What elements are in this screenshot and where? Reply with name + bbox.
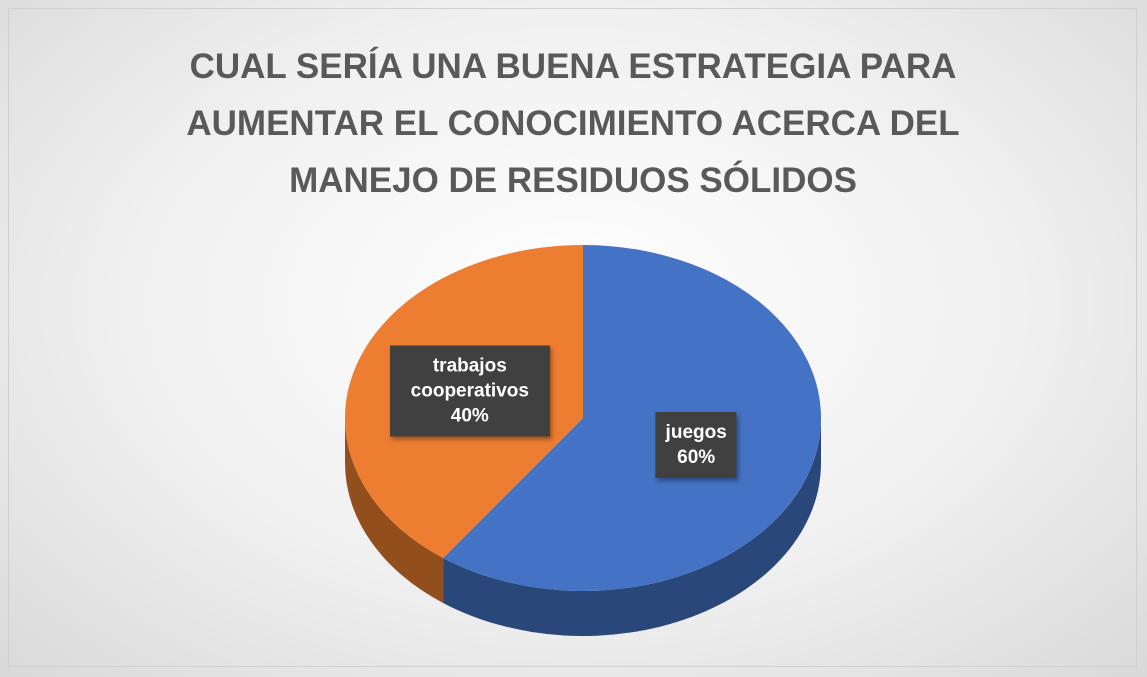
data-label-category: trabajos cooperativos	[410, 355, 529, 402]
slice	[443, 245, 821, 636]
data-label: trabajos cooperativos 40%	[389, 345, 550, 437]
data-label: juegos 60%	[655, 411, 737, 478]
data-label-category: juegos	[665, 421, 727, 443]
data-label-value: 40%	[450, 405, 489, 427]
chart-frame	[8, 8, 1137, 667]
slice-side	[443, 418, 821, 636]
slice-side	[345, 418, 444, 603]
chart-title: CUAL SERÍA UNA BUENA ESTRATEGIA PARA AUM…	[186, 47, 960, 200]
data-label-value: 60%	[677, 446, 716, 468]
slice-top	[443, 245, 821, 591]
